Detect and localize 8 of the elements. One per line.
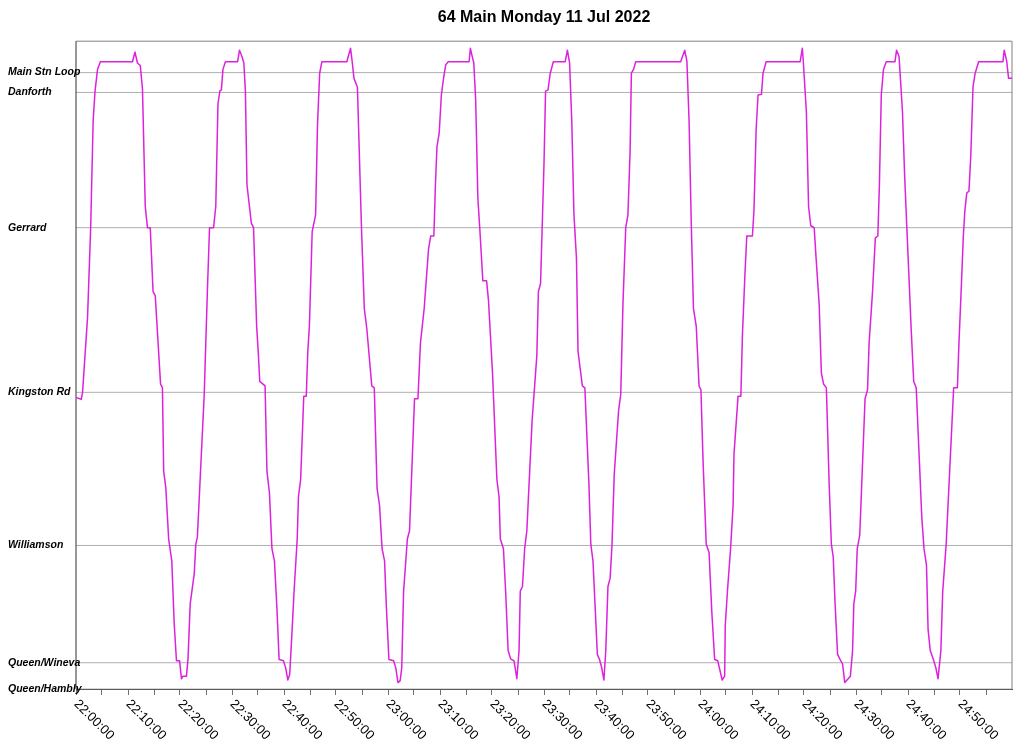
- ref-line-label: Williamson: [8, 538, 64, 551]
- ref-line-label: Main Stn Loop: [8, 65, 81, 78]
- ref-line-label: Kingston Rd: [8, 385, 71, 398]
- ref-line-label: Queen/Hambly: [8, 681, 83, 694]
- chart-title: 64 Main Monday 11 Jul 2022: [437, 8, 651, 26]
- ref-line-label: Gerrard: [8, 220, 48, 233]
- ref-line-label: Danforth: [8, 85, 52, 98]
- ref-line-label: Queen/Wineva: [8, 655, 81, 668]
